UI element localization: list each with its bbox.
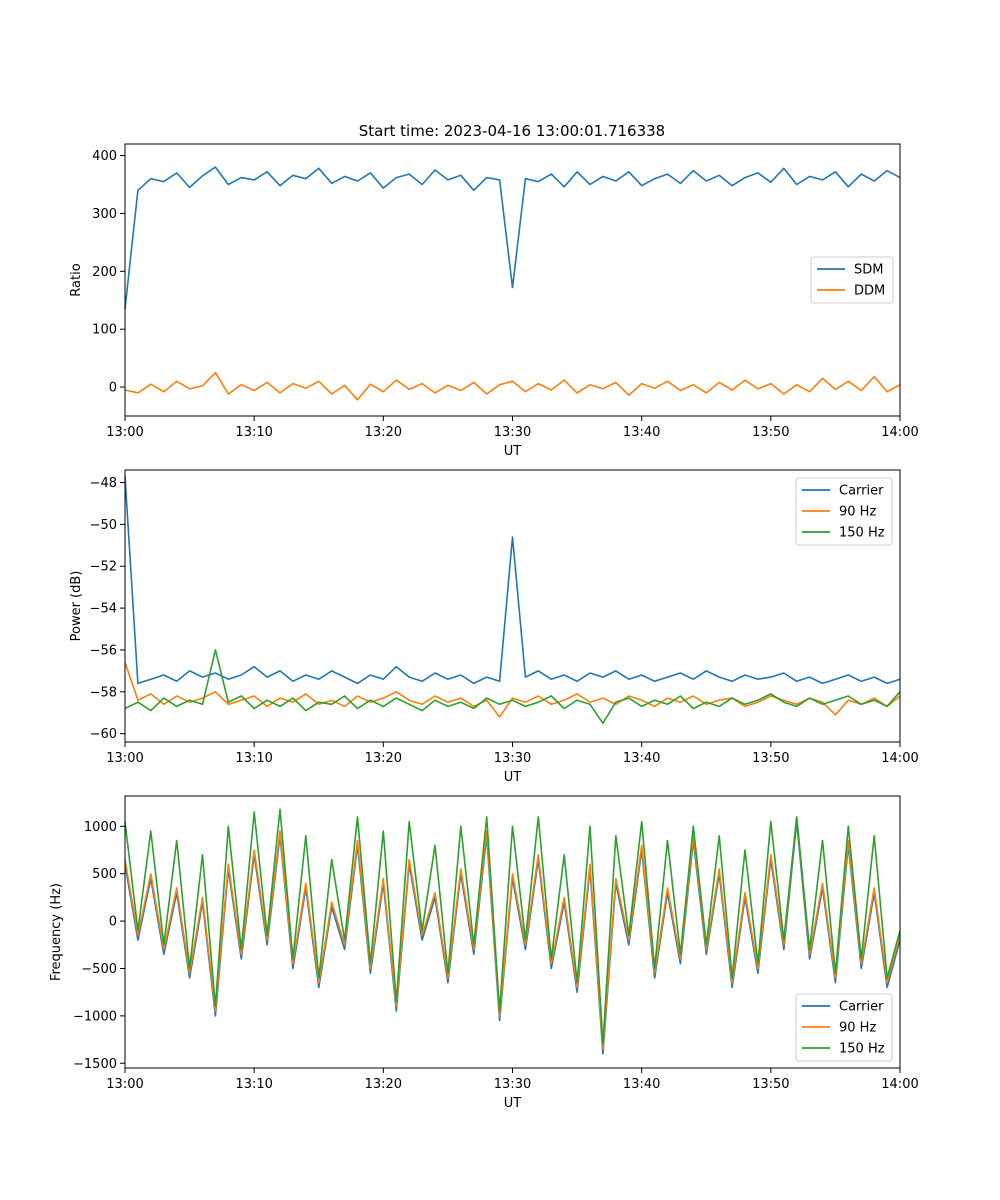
panel-2-y-axis-label: Power (dB)	[69, 571, 84, 642]
panel-1-x-tick-label: 13:40	[623, 425, 660, 440]
panel-2-series-line-1	[124, 476, 901, 685]
panel-3-y-axis-label: Frequency (Hz)	[49, 883, 64, 981]
panel-1-legend-label: DDM	[854, 284, 885, 299]
panel-3-x-tick-label: 13:10	[235, 1077, 272, 1092]
panel-3-x-tick-label: 13:40	[623, 1077, 660, 1092]
panel-1-legend-label: SDM	[854, 263, 883, 278]
panel-3-x-tick-label: 13:30	[494, 1077, 531, 1092]
panel-1-x-tick-label: 13:10	[235, 425, 272, 440]
panel-3-y-tick-label: −1000	[73, 1009, 117, 1024]
panel-2-y-tick-label: −54	[90, 602, 117, 617]
panel-2-y-tick-label: −48	[90, 476, 117, 491]
panel-3-x-tick-label: 14:00	[881, 1077, 918, 1092]
panel-1-x-tick-label: 13:00	[106, 425, 143, 440]
panel-3-legend-box	[795, 993, 893, 1062]
panel-2-y-tick-label: −52	[90, 560, 117, 575]
panel-2-series-line-2	[124, 662, 901, 718]
panel-2-x-tick-label: 13:20	[365, 751, 402, 766]
panel-2-y-tick-label: −56	[90, 643, 117, 658]
panel-1-y-tick-label: 400	[92, 149, 117, 164]
panel-3-series-line-2	[124, 816, 901, 1050]
panel-2-x-axis-label: UT	[504, 770, 522, 785]
chart-title: Start time: 2023-04-16 13:00:01.716338	[359, 122, 665, 140]
panel-1-y-tick-label: 100	[92, 323, 117, 338]
panel-2-x-tick-label: 13:50	[752, 751, 789, 766]
panel-2-legend-box	[795, 477, 893, 546]
panel-1-x-tick-label: 13:50	[752, 425, 789, 440]
panel-2-x-tick-label: 13:40	[623, 751, 660, 766]
panel-2-x-tick-label: 14:00	[881, 751, 918, 766]
panel-2-y-tick-label: −50	[90, 518, 117, 533]
panel-3-y-tick-label: 500	[92, 867, 117, 882]
panel-3-x-tick-label: 13:00	[106, 1077, 143, 1092]
panel-3-y-tick-label: −1500	[73, 1057, 117, 1072]
panel-2-legend-label: Carrier	[839, 484, 884, 499]
panel-3-legend-label: 90 Hz	[839, 1021, 876, 1036]
panel-1-y-axis-label: Ratio	[69, 263, 84, 296]
panel-2-x-tick-label: 13:00	[106, 751, 143, 766]
panel-1-series-line-1	[124, 166, 901, 309]
panel-1-y-tick-label: 300	[92, 207, 117, 222]
panel-2-x-tick-label: 13:30	[494, 751, 531, 766]
panel-1-y-tick-label: 0	[109, 381, 117, 396]
panel-1-x-axis-label: UT	[504, 444, 522, 459]
panel-1-y-tick-label: 200	[92, 265, 117, 280]
panel-3-legend-label: 150 Hz	[839, 1042, 885, 1057]
panel-2-legend-label: 150 Hz	[839, 526, 885, 541]
panel-3-y-tick-label: −500	[81, 962, 117, 977]
panel-1-x-tick-label: 13:30	[494, 425, 531, 440]
panel-3-series-line-3	[124, 808, 901, 1046]
panel-3-x-axis-label: UT	[504, 1096, 522, 1111]
panel-3-legend-label: Carrier	[839, 1000, 884, 1015]
panel-1-series-line-2	[124, 371, 901, 401]
panel-2-legend-label: 90 Hz	[839, 505, 876, 520]
panel-2-x-tick-label: 13:10	[235, 751, 272, 766]
panel-1-x-tick-label: 14:00	[881, 425, 918, 440]
panel-3-x-tick-label: 13:50	[752, 1077, 789, 1092]
panel-2-series-line-3	[124, 649, 901, 725]
panel-3-y-tick-label: 0	[109, 915, 117, 930]
panel-3-y-tick-label: 1000	[84, 820, 117, 835]
panel-3-x-tick-label: 13:20	[365, 1077, 402, 1092]
panel-1-x-tick-label: 13:20	[365, 425, 402, 440]
panel-2-y-tick-label: −60	[90, 727, 117, 742]
panel-2-y-tick-label: −58	[90, 685, 117, 700]
